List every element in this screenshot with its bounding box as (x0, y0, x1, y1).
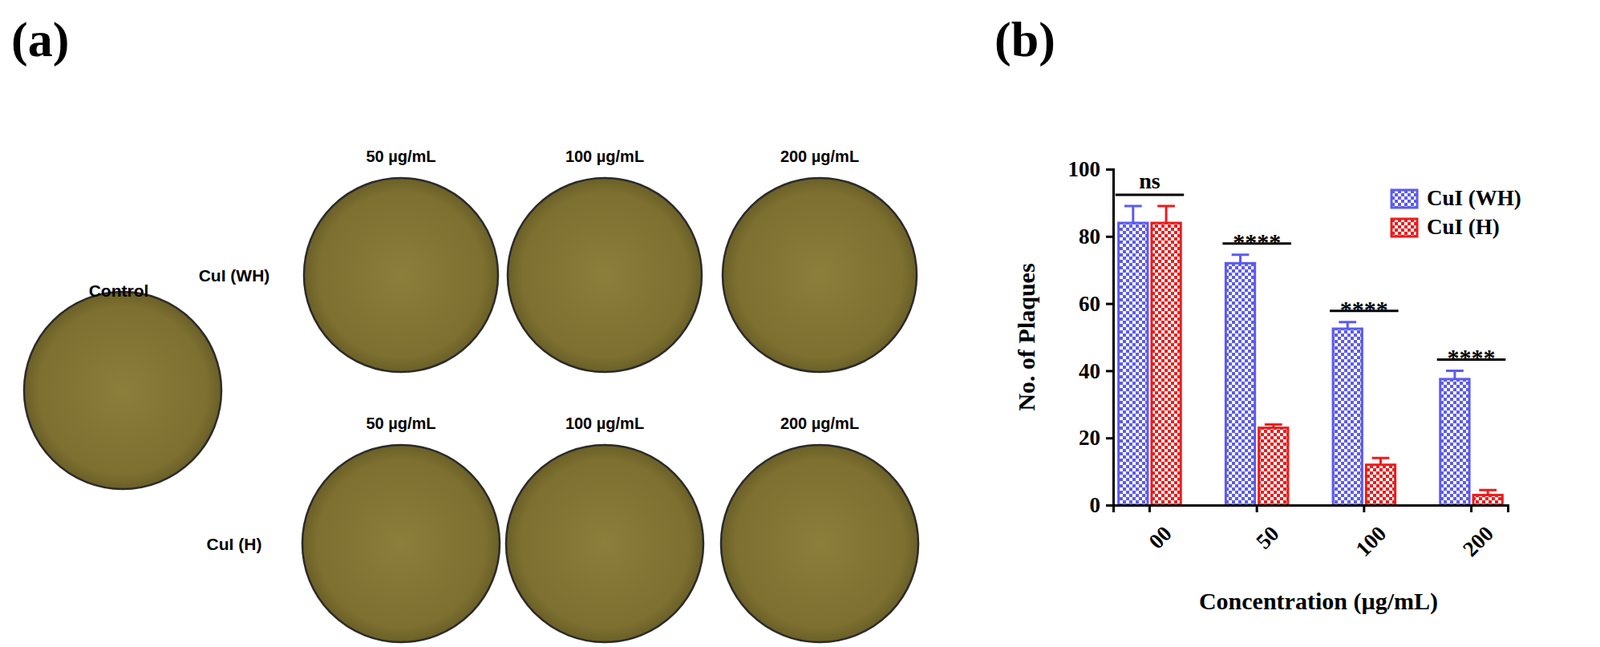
x-axis-title: Concentration (µg/mL) (1198, 587, 1438, 616)
error-bar (1264, 424, 1283, 428)
dish-label: 200 µg/mL (780, 147, 859, 166)
tick-mark (1105, 369, 1114, 373)
tick: 0 (1089, 493, 1114, 518)
tick-mark (1105, 235, 1114, 239)
tick-mark (1105, 437, 1114, 440)
y-axis: 0 20 40 60 80 100 (1068, 157, 1114, 518)
tick-label: 100 (1350, 521, 1391, 562)
tick-label: 40 (1078, 359, 1101, 384)
tick: 200 (1458, 505, 1499, 562)
error-bar (1446, 370, 1464, 379)
tick: 100 (1350, 505, 1391, 562)
tick-mark (1105, 504, 1114, 507)
plot-area (1118, 206, 1503, 506)
tick-label: 50 (1251, 521, 1284, 554)
significance-bracket (1115, 194, 1185, 197)
bar (1332, 328, 1362, 506)
dish (506, 445, 704, 643)
panel-label: (a) (11, 12, 69, 68)
tick-label: 0 (1089, 493, 1102, 518)
tick-mark (1148, 505, 1151, 513)
bar (1259, 428, 1289, 506)
significance-label: **** (1232, 228, 1281, 256)
tick: 80 (1078, 224, 1114, 249)
dish (24, 291, 222, 490)
row-label: CuI (WH) (198, 266, 271, 285)
significance-label: **** (1447, 344, 1496, 371)
legend-item: CuI (H) (1391, 214, 1500, 239)
axis-line (1113, 506, 1509, 514)
dish-label: 100 µg/mL (565, 414, 645, 433)
dish (507, 178, 702, 373)
row-label: CuI (H) (206, 534, 263, 554)
dish (302, 445, 500, 643)
significance-label: **** (1340, 295, 1389, 323)
bar (1118, 222, 1148, 506)
dish-label: 100 µg/mL (565, 147, 645, 166)
error-bar (1372, 457, 1390, 465)
tick: 20 (1078, 425, 1114, 450)
dish-label: Control (89, 281, 150, 300)
tick-label: 200 (1458, 521, 1499, 562)
dish-label: 200 µg/mL (780, 414, 859, 433)
tick-label: 00 (1144, 521, 1177, 554)
error-bar (1231, 255, 1250, 264)
error-bar (1338, 322, 1357, 329)
panel-label: (b) (994, 12, 1056, 68)
tick-label: 100 (1068, 157, 1102, 182)
dish (303, 178, 499, 373)
legend-swatch (1391, 218, 1418, 237)
tick-label: 20 (1078, 425, 1101, 450)
x-axis: 00 50 100 200 (1113, 505, 1509, 562)
tick-mark (1105, 168, 1114, 171)
tick-mark (1105, 303, 1114, 306)
tick-mark (1470, 505, 1473, 513)
y-axis-title: No. of Plaques (1012, 263, 1040, 411)
bar (1473, 494, 1503, 506)
legend-label: CuI (WH) (1426, 186, 1522, 211)
axis-line (1105, 170, 1114, 507)
tick: 100 (1068, 157, 1114, 182)
dish (721, 445, 919, 643)
tick-label: 80 (1078, 224, 1101, 249)
dish-label: 50 µg/mL (365, 414, 436, 433)
legend-item: CuI (WH) (1391, 186, 1522, 211)
dish (722, 178, 917, 373)
legend-label: CuI (H) (1426, 214, 1500, 239)
bar (1440, 379, 1470, 506)
dish-label: 50 µg/mL (365, 147, 436, 166)
bar (1225, 263, 1255, 506)
tick: 00 (1144, 505, 1177, 555)
error-bar (1124, 206, 1143, 223)
bar (1151, 222, 1181, 506)
tick: 40 (1078, 359, 1114, 384)
error-bar (1478, 490, 1497, 495)
figure: (a) Control CuI (WH) 50 µg/mL 100 µg/mL 200 µ… (0, 0, 1600, 647)
legend-swatch (1391, 190, 1418, 208)
error-bar (1157, 206, 1175, 223)
bar (1365, 465, 1395, 506)
tick: 60 (1078, 291, 1114, 316)
tick-mark (1362, 505, 1366, 513)
significance-label: ns (1138, 168, 1161, 194)
tick-label: 60 (1078, 291, 1101, 316)
tick-mark (1255, 505, 1259, 513)
tick: 50 (1251, 505, 1284, 555)
